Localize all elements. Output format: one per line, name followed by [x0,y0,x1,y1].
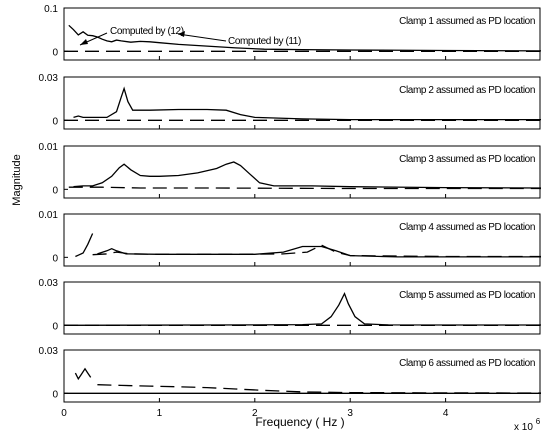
x-axis-multiplier-exponent: 6 [536,417,541,426]
chart-panel-4: 0 0.01 Clamp 4 assumed as PD location [39,210,541,267]
panel-label: Clamp 4 assumed as PD location [399,222,535,233]
y-tick-label: 0.01 [39,142,59,153]
series-line-solid [73,161,541,189]
y-tick-label: 0 [52,47,58,58]
series-line-solid [74,367,92,381]
series-line-solid [75,233,94,258]
panel-label: Clamp 2 assumed as PD location [399,85,535,96]
y-tick-label: 0 [52,389,58,400]
x-tick-label: 0 [61,408,67,419]
panel-label: Clamp 3 assumed as PD location [399,154,535,165]
y-tick-label: 0.1 [44,4,58,15]
x-tick-label: 1 [157,408,163,419]
x-tick-label: 3 [347,408,353,419]
chart-panel-2: 0 0.03 Clamp 2 assumed as PD location [39,73,541,130]
series-line-dashed [97,384,541,394]
y-axis-label: Magnitude [11,154,23,205]
y-tick-label: 0.03 [39,346,59,357]
chart-panel-6: 0 0.03 0 1 2 3 4 Clamp 6 assumed as PD location [39,346,541,419]
x-tick-label: 2 [252,408,258,419]
chart-panel-1: 0 0.1 Clamp 1 assumed as PD location Comput… [44,4,541,61]
annotation-arrowhead [178,31,185,37]
annotation-label: Computed by (12) [110,26,184,37]
panels: 0 0.1 Clamp 1 assumed as PD location Comput… [39,4,541,419]
panel-label: Clamp 6 assumed as PD location [399,358,535,369]
y-tick-label: 0.03 [39,73,59,84]
x-axis-multiplier: x 10 6 [514,417,541,432]
series-line-dashed [92,244,541,258]
y-tick-label: 0 [52,321,58,332]
y-tick-label: 0.03 [39,278,59,289]
annotation-arrow [177,33,227,42]
panel-label: Clamp 1 assumed as PD location [399,16,535,27]
series-line-solid [73,86,541,121]
series-line-solid [68,24,541,52]
series-line-dashed [68,186,541,190]
x-tick-label: 4 [443,408,449,419]
y-tick-label: 0 [52,116,58,127]
chart-panel-5: 0 0.03 Clamp 5 assumed as PD location [39,278,541,335]
annotation-arrowhead [80,39,88,45]
annotation-label: Computed by (11) [228,36,301,47]
y-tick-label: 0.01 [39,210,59,221]
x-axis-label: Frequency ( Hz ) [255,415,344,429]
y-tick-label: 0 [52,253,58,264]
panel-frame [63,145,541,199]
panel-label: Clamp 5 assumed as PD location [399,290,535,301]
x-axis-multiplier-base: x 10 [514,422,533,432]
y-tick-label: 0 [52,185,58,196]
chart-panel-3: 0 0.01 Clamp 3 assumed as PD location [39,142,541,199]
